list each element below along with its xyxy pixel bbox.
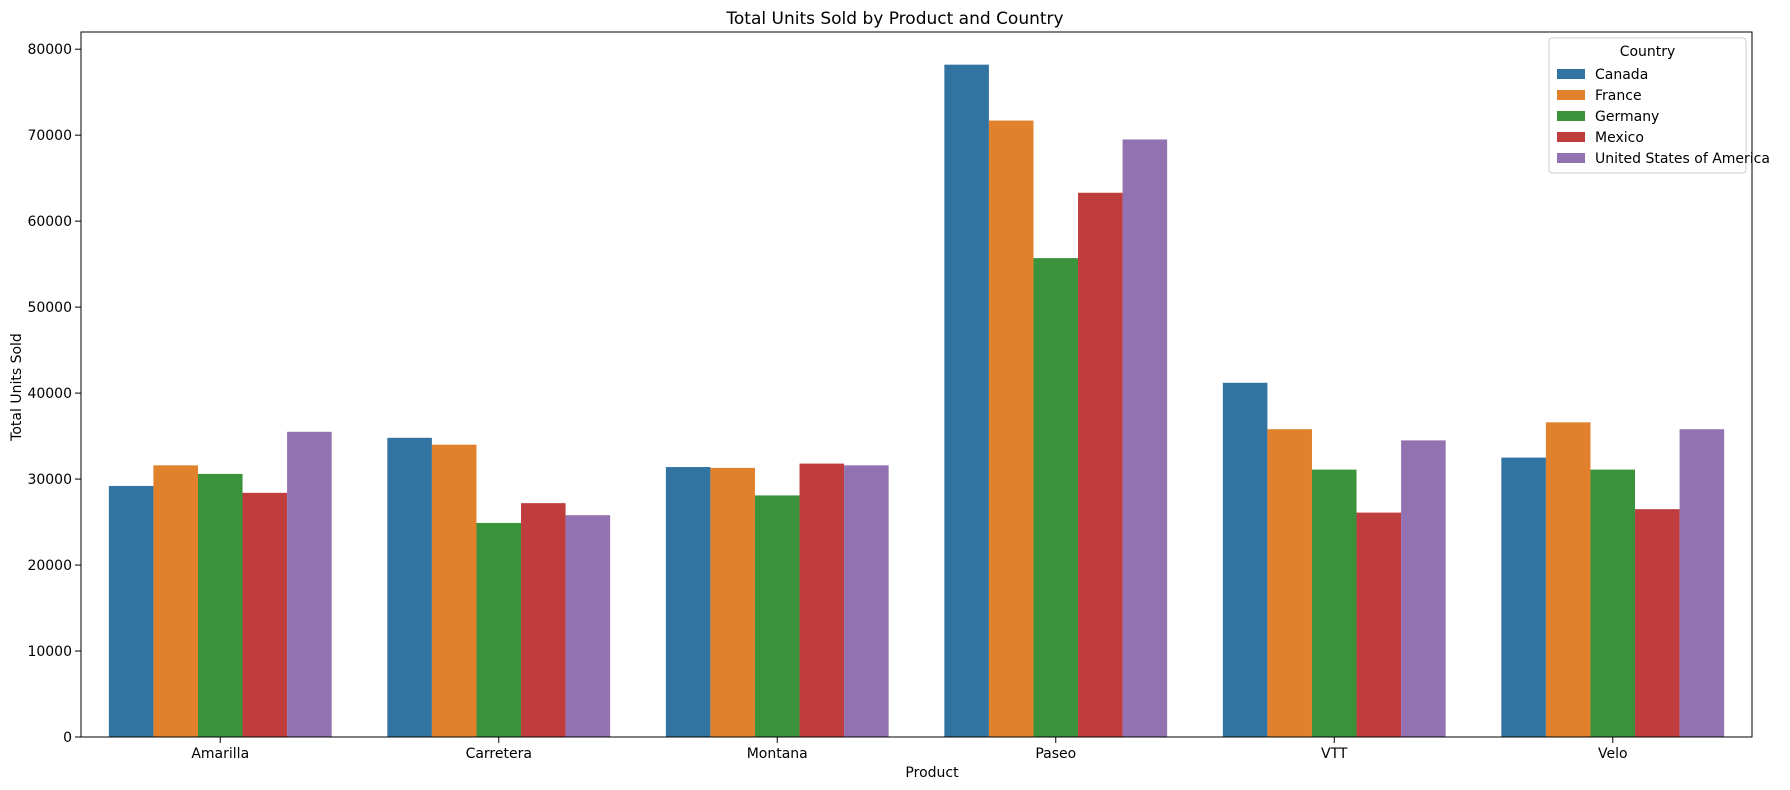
y-tick-label: 0	[63, 730, 72, 746]
x-tick-label: Amarilla	[191, 746, 249, 762]
bar-carretera-germany	[476, 522, 522, 737]
bar-velo-canada	[1501, 457, 1546, 737]
x-tick-label: VTT	[1321, 746, 1348, 762]
bar-amarilla-united-states-of-america	[287, 431, 332, 737]
legend-label: Mexico	[1595, 130, 1644, 146]
bar-vtt-mexico	[1356, 512, 1402, 737]
x-axis-ticks: Amarilla Carretera Montana Paseo VTT Velo	[191, 737, 1628, 762]
legend-swatch	[1557, 132, 1585, 142]
y-tick-label: 60000	[27, 214, 72, 230]
bar-paseo-france	[988, 120, 1034, 738]
bar-paseo-germany	[1033, 258, 1079, 737]
x-tick-label: Paseo	[1035, 746, 1076, 762]
plot-area-frame	[80, 31, 1753, 738]
bar-velo-france	[1545, 422, 1591, 737]
legend-box	[1548, 37, 1747, 174]
bar-montana-germany	[754, 495, 800, 737]
legend: Country Canada France Germany Mexico United …	[1548, 37, 1770, 174]
legend-items: Canada France Germany Mexico United States o…	[1557, 67, 1770, 167]
bar-montana-france	[710, 467, 755, 737]
x-axis-title: Product	[905, 765, 959, 781]
bar-amarilla-germany	[197, 473, 243, 737]
legend-swatch	[1557, 111, 1585, 121]
y-tick-label: 40000	[27, 386, 72, 402]
bar-paseo-united-states-of-america	[1122, 139, 1168, 738]
chart-title: Total Units Sold by Product and Country	[725, 9, 1063, 29]
bar-vtt-france	[1267, 429, 1312, 737]
legend-label: Canada	[1595, 67, 1648, 83]
bar-amarilla-mexico	[242, 492, 288, 737]
bar-velo-united-states-of-america	[1679, 429, 1725, 737]
y-tick-label: 70000	[27, 128, 72, 144]
legend-swatch	[1557, 69, 1585, 79]
x-tick-label: Carretera	[466, 746, 532, 762]
bar-carretera-canada	[387, 437, 432, 737]
bar-velo-germany	[1590, 469, 1636, 737]
bar-carretera-united-states-of-america	[565, 515, 611, 737]
legend-label: France	[1595, 88, 1642, 104]
legend-label: Germany	[1595, 109, 1659, 125]
bar-amarilla-canada	[108, 485, 154, 737]
bar-montana-united-states-of-america	[844, 465, 889, 737]
bar-paseo-mexico	[1078, 192, 1123, 737]
bar-montana-mexico	[799, 463, 845, 737]
y-axis-ticks: 0 10000 20000 30000 40000 50000 60000 70000 8000…	[27, 42, 81, 746]
legend-title: Country	[1620, 44, 1676, 60]
bar-carretera-mexico	[521, 503, 566, 737]
bar-amarilla-france	[153, 465, 198, 737]
legend-swatch	[1557, 90, 1585, 100]
y-tick-label: 30000	[27, 472, 72, 488]
bar-montana-canada	[665, 467, 711, 737]
x-tick-label: Velo	[1598, 746, 1628, 762]
y-axis-title: Total Units Sold	[9, 333, 25, 442]
bar-vtt-germany	[1311, 469, 1357, 737]
y-tick-label: 20000	[27, 558, 72, 574]
bar-velo-mexico	[1635, 509, 1680, 737]
legend-swatch	[1557, 153, 1585, 163]
bar-vtt-united-states-of-america	[1401, 440, 1446, 737]
bar-vtt-canada	[1222, 382, 1268, 737]
legend-label: United States of America	[1595, 151, 1770, 167]
bar-carretera-france	[431, 444, 477, 737]
bars-group	[108, 64, 1725, 738]
y-tick-label: 50000	[27, 300, 72, 316]
y-tick-label: 80000	[27, 42, 72, 58]
bar-paseo-canada	[944, 64, 989, 738]
y-tick-label: 10000	[27, 644, 72, 660]
x-tick-label: Montana	[747, 746, 808, 762]
